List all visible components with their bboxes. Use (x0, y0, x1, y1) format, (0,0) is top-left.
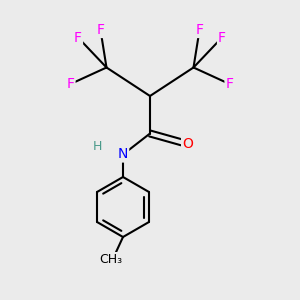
Text: F: F (74, 31, 82, 44)
Text: N: N (118, 148, 128, 161)
Text: F: F (226, 77, 233, 91)
Text: F: F (97, 23, 104, 37)
Text: CH₃: CH₃ (99, 253, 123, 266)
Text: F: F (218, 31, 226, 44)
Text: F: F (196, 23, 203, 37)
Text: F: F (67, 77, 74, 91)
Text: O: O (182, 137, 193, 151)
Text: H: H (93, 140, 102, 154)
